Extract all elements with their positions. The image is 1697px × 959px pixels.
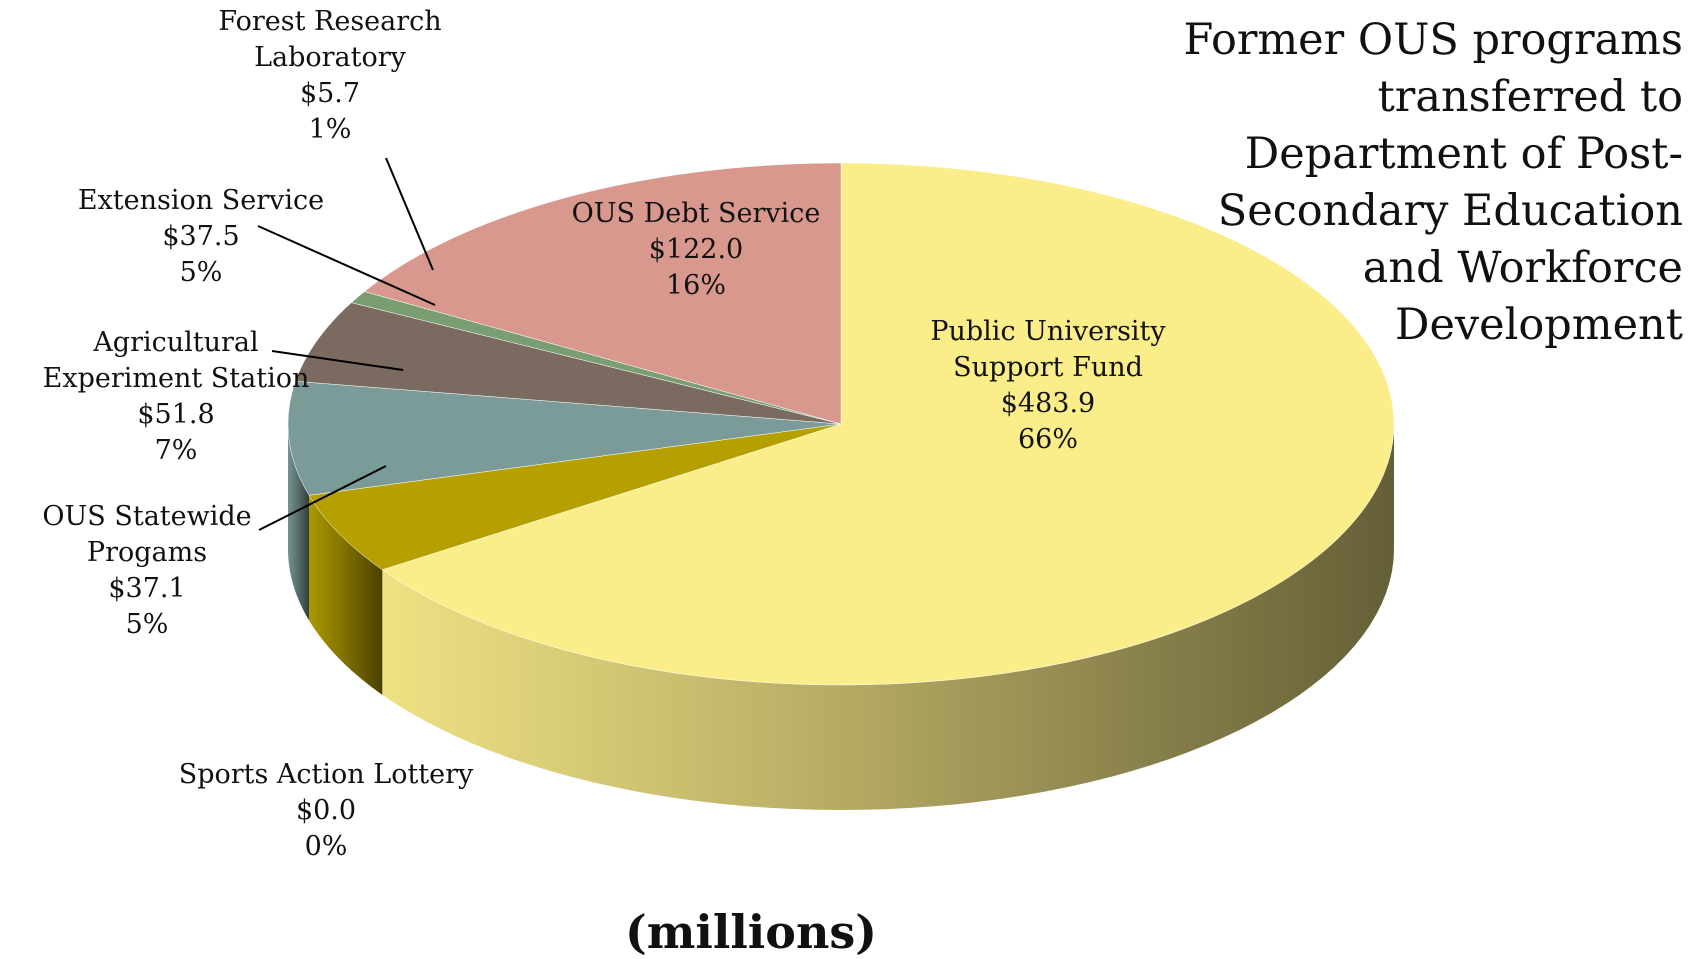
percent-label: 5% — [125, 609, 169, 640]
percent-label: 0% — [304, 831, 348, 862]
category-label: Public University Support Fund — [930, 316, 1166, 383]
slice-side-shade — [309, 495, 383, 695]
slice — [308, 423, 842, 571]
slice — [363, 162, 842, 425]
chart-title: Former OUS programs transferred to Depar… — [1183, 15, 1683, 350]
slice-side-shade — [288, 424, 310, 621]
percent-label: 1% — [308, 114, 352, 145]
value-label: $0.0 — [295, 795, 357, 826]
category-label: OUS Statewide Progams — [42, 501, 252, 568]
percent-label: 16% — [665, 270, 726, 301]
leader-line — [271, 350, 404, 371]
slice-side-shade — [382, 424, 1394, 810]
slice-label: Public University Support Fund $483.9 66% — [930, 314, 1165, 458]
leader-line — [385, 157, 434, 271]
category-label: Extension Service — [77, 185, 325, 216]
value-label: $51.8 — [137, 399, 215, 430]
category-label: OUS Debt Service — [571, 198, 821, 229]
slice-label: Agricultural Experiment Station $51.8 7% — [43, 325, 310, 469]
value-label: $122.0 — [648, 234, 744, 265]
percent-label: 5% — [179, 257, 223, 288]
slice-label: Forest Research Laboratory $5.7 1% — [218, 4, 441, 148]
category-label: Agricultural Experiment Station — [42, 327, 310, 394]
value-label: $483.9 — [1000, 388, 1096, 419]
value-label: $37.1 — [108, 573, 186, 604]
leader-lines — [257, 157, 436, 531]
percent-label: 66% — [1017, 424, 1079, 455]
slice — [381, 162, 1395, 686]
category-label: Forest Research Laboratory — [218, 6, 442, 73]
slice-label: OUS Debt Service $122.0 16% — [572, 196, 821, 304]
slice-label: Extension Service $37.5 5% — [78, 183, 324, 291]
percent-label: 7% — [154, 435, 198, 466]
slice — [287, 381, 842, 496]
value-label: $5.7 — [299, 78, 361, 109]
slice-label: OUS Statewide Progams $37.1 5% — [42, 499, 251, 643]
leader-line — [257, 225, 436, 306]
slice-label: Sports Action Lottery $0.0 0% — [179, 757, 474, 865]
leader-line — [258, 465, 387, 531]
value-label: $37.5 — [162, 221, 240, 252]
chart-subtitle: (millions) — [624, 905, 878, 959]
slice — [295, 302, 842, 425]
category-label: Sports Action Lottery — [178, 759, 474, 790]
